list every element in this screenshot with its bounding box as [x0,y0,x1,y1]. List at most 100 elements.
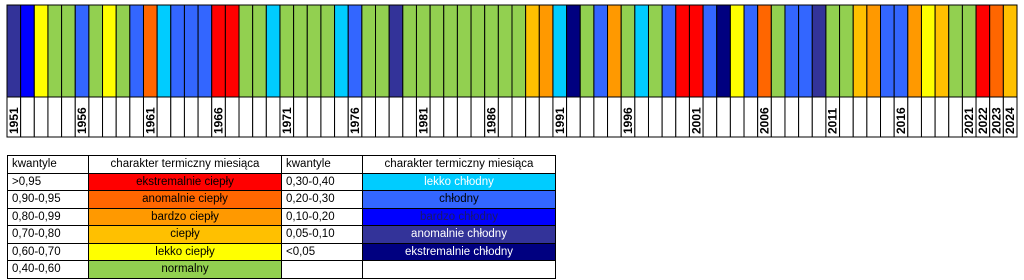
stripe [347,4,363,98]
year-cell [88,96,104,138]
year-cell [647,96,663,138]
quantile: 0,20-0,30 [281,190,363,209]
stripe [293,4,308,98]
stripe [620,4,636,98]
stripe [743,4,759,98]
year-cell [334,96,349,138]
stripe [388,4,404,98]
stripe [47,4,63,98]
year-cell [839,96,854,138]
year-cell [320,96,336,138]
class-label: anomalnie ciepły [88,190,282,209]
stripe [880,4,895,98]
year-label: 1961 [143,107,157,134]
year-cell [197,96,213,138]
empty-cell [281,260,363,279]
stripe [361,4,377,98]
stripe [593,4,609,98]
stripe [920,4,936,98]
stripe [770,4,786,98]
year-cell [306,96,322,138]
stripe [170,4,185,98]
stripe [443,4,458,98]
year-cell [880,96,895,138]
year-cell [525,96,540,138]
year-label: 2024 [1003,107,1017,134]
year-cell [1002,96,1018,138]
year-cell [702,96,718,138]
stripe [497,4,513,98]
year-cell [456,96,472,138]
stripe [197,4,213,98]
stripe [716,4,731,98]
stripe [675,4,690,98]
quantile: 0,10-0,20 [281,207,363,226]
stripe [238,4,254,98]
year-cell [907,96,922,138]
year-cell [634,96,649,138]
quantile: >0,95 [7,172,89,191]
class-label: bardzo chłodny [362,207,556,226]
legend-row: 0,90-0,95 anomalnie ciepły 0,20-0,30 chłodn… [7,190,556,209]
year-cell [61,96,76,138]
stripe [115,4,131,98]
header-cell: charakter termiczny miesiąca [362,155,556,174]
legend-row: 0,40-0,60 normalny [7,260,556,279]
stripe [839,4,854,98]
stripe [661,4,677,98]
stripe [265,4,281,98]
stripe [566,4,581,98]
year-cell [948,96,963,138]
stripe [334,4,349,98]
stripe [825,4,841,98]
stripes-chart: 1951 1956 1961 1966 1971 1976 1981 1986 1991 1996… [6,4,1018,138]
year-cell [784,96,800,138]
header-row: kwantyle charakter termiczny miesiąca kwan… [7,155,556,174]
header-cell: kwantyle [7,155,89,174]
year-cell [607,96,622,138]
year-cell [866,96,882,138]
year-cell [852,96,868,138]
year-cell [579,96,595,138]
quantile: <0,05 [281,242,363,261]
year-cell [743,96,759,138]
year-cell [798,96,813,138]
year-label: 2011 [826,108,840,134]
quantile: 0,30-0,40 [281,172,363,191]
stripe [484,4,499,98]
year-label: 2006 [758,107,772,134]
year-cell [375,96,390,138]
year-cell [388,96,404,138]
stripe [702,4,718,98]
year-label: 1956 [75,107,89,134]
year-cell [934,96,950,138]
stripe [511,4,527,98]
year-label: 1986 [485,107,499,134]
year-cell [770,96,786,138]
stripe [907,4,922,98]
stripe [375,4,390,98]
stripe [102,4,117,98]
quantile: 0,80-0,99 [7,207,89,226]
class-label: ciepły [88,225,282,244]
empty-cell [362,260,556,279]
class-label: lekko ciepły [88,242,282,261]
year-label: 1966 [212,107,226,134]
year-cell [252,96,267,138]
stripe [811,4,827,98]
legend-row: 0,60-0,70 lekko ciepły <0,05 ekstremalnie c… [7,242,556,261]
header-cell: kwantyle [281,155,363,174]
stripe [525,4,540,98]
year-label: 2022 [976,107,990,134]
stripe [552,4,568,98]
stripe [252,4,267,98]
stripe [142,4,158,98]
quantile: 0,90-0,95 [7,190,89,209]
year-cell [156,96,172,138]
year-cell [183,96,199,138]
year-label: 1981 [416,107,430,134]
year-cell [361,96,377,138]
year-cell [47,96,63,138]
stripe [33,4,49,98]
